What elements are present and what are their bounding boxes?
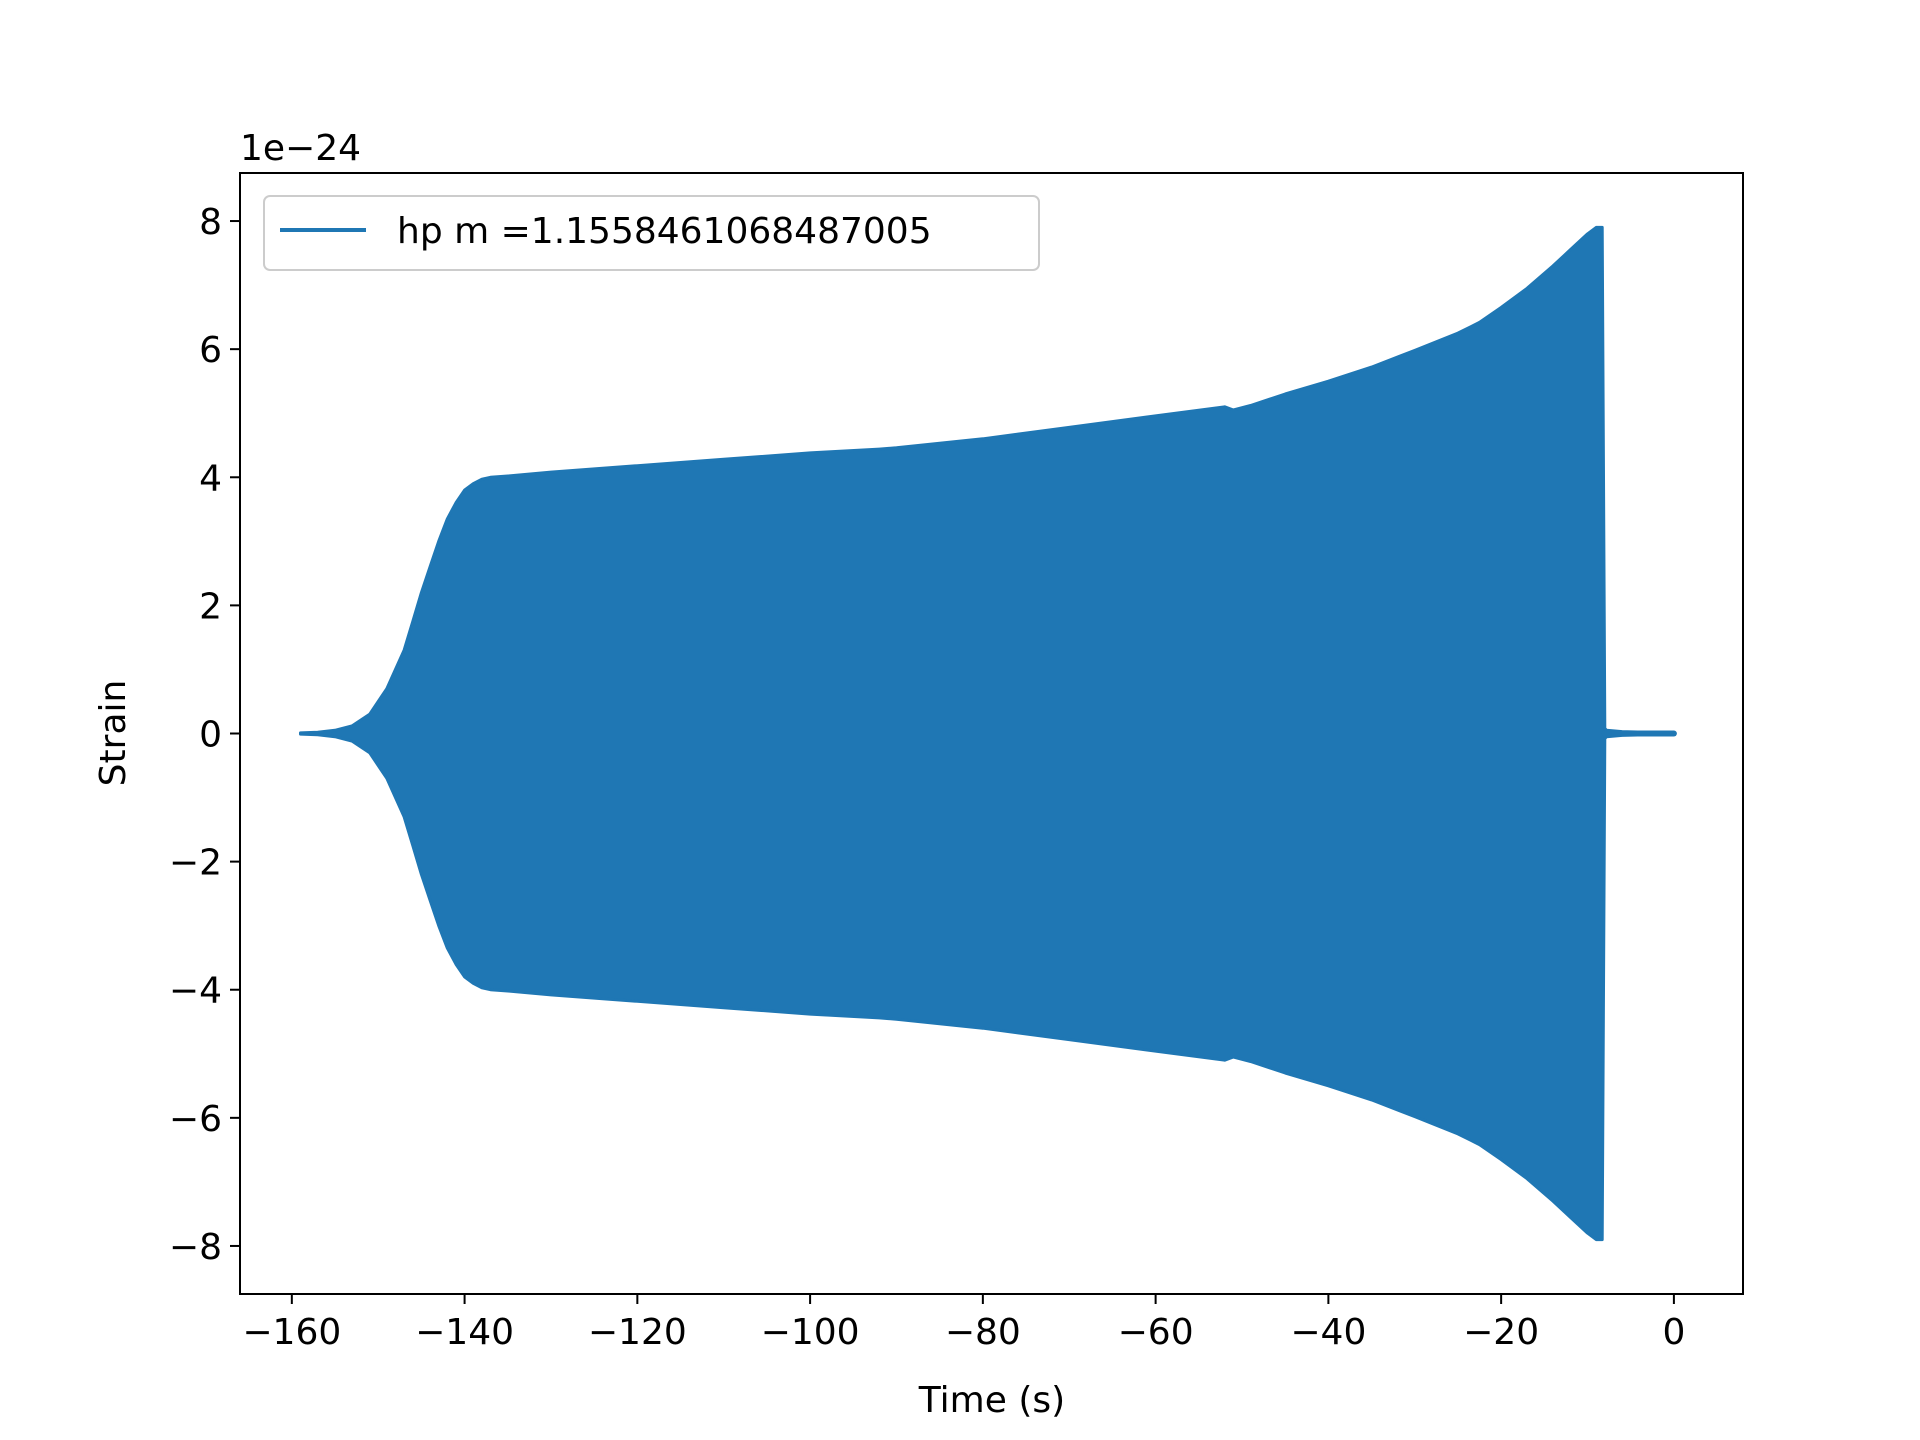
plot-area xyxy=(299,225,1677,1242)
x-tick-label: −20 xyxy=(1463,1312,1539,1353)
y-tick-label: 2 xyxy=(199,586,222,627)
x-axis-label: Time (s) xyxy=(918,1380,1065,1421)
x-tick-label: −100 xyxy=(761,1312,860,1353)
y-tick-label: 6 xyxy=(199,330,222,371)
axes-frame xyxy=(239,172,1744,1295)
y-tick-label: 4 xyxy=(199,458,222,499)
x-tick-label: −60 xyxy=(1118,1312,1194,1353)
axis-ticks: −160 −140 −120 −100 −80 −60 −40 −20 0 8 6 4 2 0 −2 −4 −6… xyxy=(169,202,1685,1353)
legend-label: hp m =1.1558461068487005 xyxy=(397,211,932,252)
y-tick-label: 0 xyxy=(199,715,222,756)
y-offset-text: 1e−24 xyxy=(240,128,361,169)
x-tick-label: −140 xyxy=(415,1312,514,1353)
y-tick-label: −6 xyxy=(169,1099,222,1140)
y-tick-label: −2 xyxy=(169,843,222,884)
x-tick-label: −40 xyxy=(1290,1312,1366,1353)
x-tick-label: −160 xyxy=(242,1312,341,1353)
y-tick-label: 8 xyxy=(199,202,222,243)
legend: hp m =1.1558461068487005 xyxy=(263,195,1040,271)
x-tick-label: −80 xyxy=(945,1312,1021,1353)
x-tick-label: −120 xyxy=(588,1312,687,1353)
x-tick-label: 0 xyxy=(1662,1312,1685,1353)
legend-box xyxy=(263,195,1040,271)
y-axis-label: Strain xyxy=(93,680,134,787)
y-tick-label: −4 xyxy=(169,971,222,1012)
y-tick-label: −8 xyxy=(169,1227,222,1268)
